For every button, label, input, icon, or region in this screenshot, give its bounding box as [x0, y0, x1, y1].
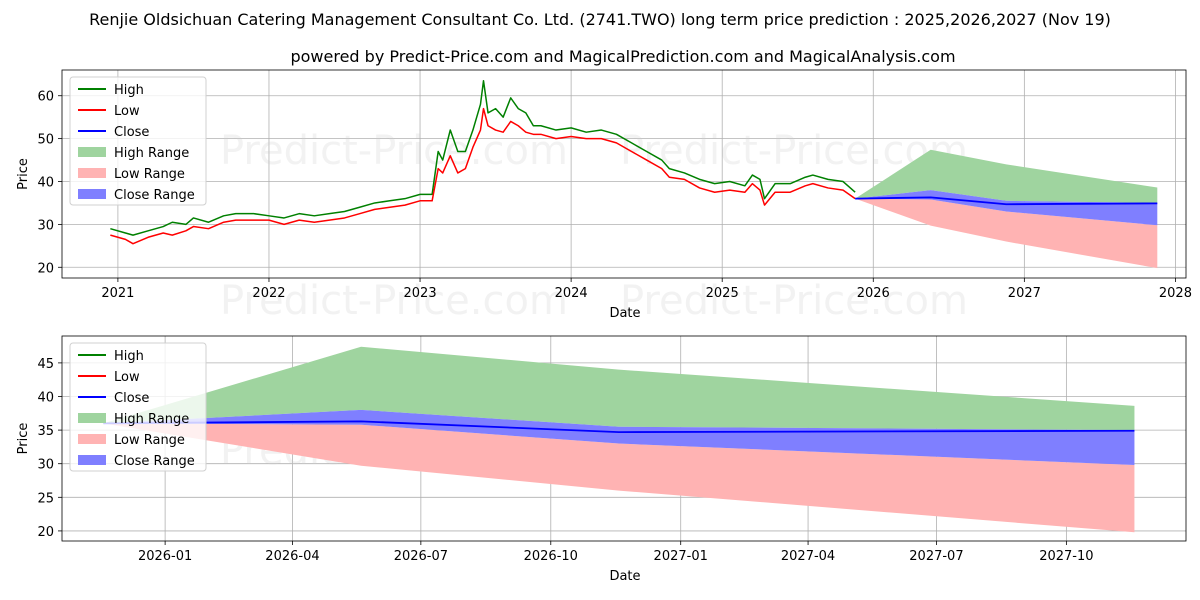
- legend-label: Low Range: [114, 433, 185, 448]
- y-tick-label: 35: [37, 424, 54, 439]
- legend-swatch-patch: [78, 413, 106, 423]
- x-tick-label: 2026: [857, 286, 890, 301]
- x-tick-label: 2021: [101, 286, 134, 301]
- y-tick-label: 50: [37, 133, 54, 148]
- close-forecast-line: [855, 196, 1158, 206]
- watermark: Predict-Price.com: [220, 128, 568, 174]
- legend-label: Close Range: [114, 454, 195, 469]
- y-tick-label: 45: [37, 357, 54, 372]
- y-tick-label: 20: [37, 261, 54, 276]
- high-range-band: [855, 149, 1158, 203]
- low-series-line: [110, 107, 856, 245]
- high-series-line: [110, 79, 856, 236]
- plot-body: [110, 79, 1158, 269]
- plot-overview: Predict-Price.com Predict-Price.com Predic…: [16, 69, 1192, 324]
- legend-label: High Range: [114, 146, 189, 161]
- y-tick-label: 40: [37, 390, 54, 405]
- watermark: Predict-Price.com: [620, 278, 968, 324]
- chart-title: Renjie Oldsichuan Catering Management Co…: [89, 10, 1111, 29]
- y-axis-label: Price: [16, 423, 31, 455]
- y-tick-label: 25: [37, 491, 54, 506]
- legend-swatch-patch: [78, 168, 106, 178]
- legend: High Low Close High Range Low Range Close Ran…: [69, 342, 207, 472]
- x-tick-label: 2023: [404, 286, 437, 301]
- x-tick-label: 2025: [706, 286, 739, 301]
- legend-swatch-patch: [78, 147, 106, 157]
- legend-label: Close: [114, 391, 149, 406]
- x-tick-label: 2026-07: [394, 549, 448, 564]
- legend-label: Close Range: [114, 188, 195, 203]
- axes-frame: [61, 69, 1187, 279]
- x-tick-label: 2026-04: [265, 549, 319, 564]
- watermark: Predict-Price.com: [220, 278, 568, 324]
- legend-swatch-patch: [78, 455, 106, 465]
- legend-label: High Range: [114, 412, 189, 427]
- legend-swatch-patch: [78, 189, 106, 199]
- close-range-band: [855, 190, 1158, 226]
- x-axis-label: Date: [609, 569, 640, 584]
- x-tick-label: 2027-07: [909, 549, 963, 564]
- x-tick-label: 2028: [1159, 286, 1192, 301]
- x-tick-label: 2022: [252, 286, 285, 301]
- axes-frame: [61, 335, 1187, 542]
- legend-label: Low: [114, 104, 140, 119]
- chart-subtitle: powered by Predict-Price.com and Magical…: [290, 47, 955, 66]
- x-axis-label: Date: [609, 306, 640, 321]
- legend-label: High: [114, 349, 144, 364]
- y-tick-label: 30: [37, 458, 54, 473]
- x-tick-label: 2027-01: [654, 549, 708, 564]
- high-range-band: [103, 346, 1135, 431]
- x-tick-label: 2026-01: [138, 549, 192, 564]
- low-range-band: [855, 198, 1158, 269]
- legend: High Low Close High Range Low Range Close Ran…: [69, 76, 207, 206]
- x-tick-label: 2027: [1008, 286, 1041, 301]
- x-tick-label: 2024: [555, 286, 588, 301]
- legend-label: Low Range: [114, 167, 185, 182]
- x-tick-label: 2027-10: [1039, 549, 1093, 564]
- x-tick-label: 2026-10: [524, 549, 578, 564]
- y-tick-label: 60: [37, 90, 54, 105]
- y-tick-label: 40: [37, 176, 54, 191]
- legend-label: High: [114, 83, 144, 98]
- legend-label: Low: [114, 370, 140, 385]
- legend-label: Close: [114, 125, 149, 140]
- plot-forecast-zoom: Predict-Price.comPredict-Price.com2026-0…: [16, 335, 1187, 584]
- low-range-band: [103, 423, 1135, 533]
- close-forecast-line: [103, 420, 1135, 434]
- y-tick-label: 20: [37, 525, 54, 540]
- legend-swatch-patch: [78, 434, 106, 444]
- y-tick-label: 30: [37, 218, 54, 233]
- x-tick-label: 2027-04: [781, 549, 835, 564]
- y-axis-label: Price: [16, 158, 31, 190]
- close-range-band: [103, 409, 1135, 466]
- plot-body: [103, 346, 1135, 533]
